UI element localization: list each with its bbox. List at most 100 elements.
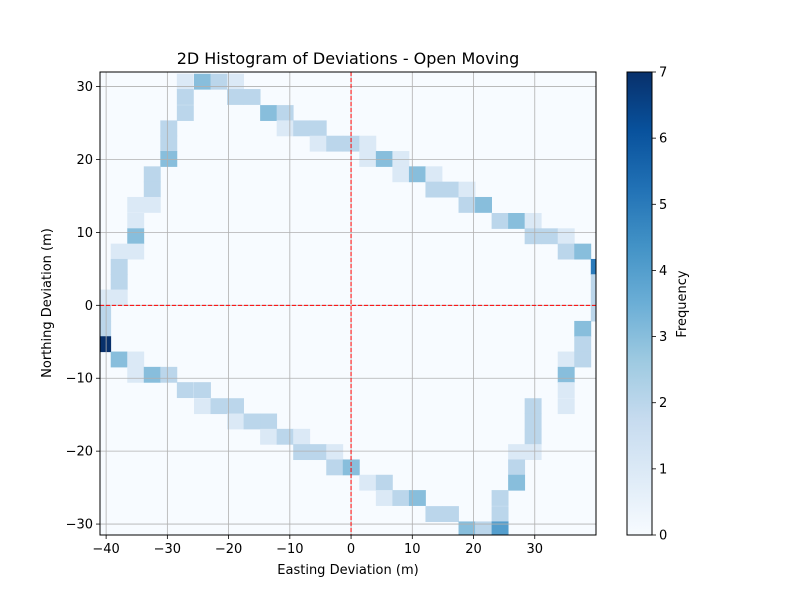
histogram-cell — [127, 366, 145, 383]
colorbar-tick-label: 3 — [659, 330, 667, 345]
histogram-cell — [590, 289, 596, 306]
histogram-cell — [194, 73, 211, 90]
histogram-cell — [475, 521, 492, 535]
histogram-cell — [176, 73, 194, 90]
x-axis-ticks: −40 −30 −20 −10 0 10 20 30 — [92, 535, 543, 557]
x-tick-label: −10 — [276, 542, 303, 557]
histogram-cell — [243, 89, 261, 105]
histogram-cell — [524, 428, 542, 445]
histogram-cell — [127, 351, 145, 368]
x-tick-label: −30 — [154, 542, 181, 557]
histogram-cell — [375, 490, 393, 506]
histogram-cell — [160, 135, 178, 152]
histogram-cell — [508, 444, 526, 461]
colorbar-ticks: 0 1 2 3 4 5 6 7 — [652, 66, 667, 544]
histogram-cell — [210, 73, 228, 90]
x-tick-label: 30 — [526, 542, 543, 557]
histogram-cell — [458, 181, 476, 198]
histogram-cell — [143, 196, 161, 213]
histogram-cell — [508, 474, 526, 491]
histogram-cell — [524, 213, 542, 229]
histogram-cell — [194, 382, 211, 399]
histogram-cell — [590, 258, 596, 275]
histogram-cell — [293, 428, 311, 445]
colorbar-tick-label: 1 — [659, 462, 667, 477]
histogram-cell — [160, 366, 178, 383]
histogram-cell — [508, 459, 526, 476]
x-tick-label: 10 — [404, 542, 421, 557]
histogram-cell — [293, 444, 311, 461]
histogram-cell — [276, 120, 294, 137]
x-axis-label: Easting Deviation (m) — [277, 563, 418, 578]
colorbar-tick-label: 0 — [659, 529, 667, 544]
histogram-cell — [110, 351, 128, 368]
histogram-cell — [375, 151, 393, 167]
histogram-cell — [260, 105, 278, 121]
histogram-cell — [143, 166, 161, 183]
y-tick-label: 20 — [76, 153, 93, 168]
histogram-cell — [176, 89, 194, 105]
x-tick-label: −20 — [215, 542, 242, 557]
histogram-cell — [309, 120, 327, 137]
histogram-cell — [359, 135, 377, 152]
histogram-cell — [557, 351, 575, 368]
histogram-cell — [110, 258, 128, 275]
histogram-cell — [375, 474, 393, 491]
colorbar-tick-label: 4 — [659, 264, 667, 279]
histogram-cell — [227, 398, 244, 415]
histogram-cell — [442, 506, 459, 522]
histogram-cell — [557, 366, 575, 383]
histogram-cell — [359, 151, 377, 167]
histogram-cell — [491, 521, 509, 535]
y-axis-ticks: −30 −20 −10 0 10 20 30 — [66, 80, 100, 533]
histogram-cell — [392, 490, 410, 506]
x-tick-label: 20 — [465, 542, 482, 557]
histogram-cell — [127, 213, 145, 229]
histogram-cell — [143, 181, 161, 198]
histogram-cell — [557, 398, 575, 415]
histogram-cell — [326, 459, 344, 476]
histogram-cell — [392, 151, 410, 167]
histogram-cell — [359, 474, 377, 491]
histogram-cell — [160, 120, 178, 137]
histogram-cell — [326, 135, 344, 152]
histogram-cell — [508, 213, 526, 229]
histogram-cell — [127, 228, 145, 245]
histogram-cell — [127, 196, 145, 213]
histogram-cell — [458, 521, 476, 535]
histogram-cell — [541, 228, 559, 245]
y-tick-label: 30 — [76, 80, 93, 95]
histogram-cell — [194, 398, 211, 415]
histogram-cell — [458, 196, 476, 213]
histogram-cell — [227, 89, 244, 105]
histogram-cell — [127, 243, 145, 260]
histogram-cell — [276, 428, 294, 445]
histogram-cell — [260, 428, 278, 445]
y-tick-label: 10 — [76, 226, 93, 241]
histogram-cell — [574, 351, 592, 368]
plot-area — [99, 71, 597, 536]
histogram-cell — [160, 151, 178, 167]
histogram-cell — [425, 166, 443, 183]
colorbar: 0 1 2 3 4 5 6 7 Frequency — [626, 66, 690, 544]
histogram-cell — [309, 135, 327, 152]
histogram-cell — [557, 382, 575, 399]
histogram-cell — [491, 490, 509, 506]
histogram-cell — [276, 105, 294, 121]
chart-title: 2D Histogram of Deviations - Open Moving — [177, 49, 520, 68]
histogram-cell — [557, 243, 575, 260]
colorbar-label: Frequency — [675, 270, 690, 337]
histogram-cell — [100, 305, 112, 322]
plot-frame — [99, 71, 597, 536]
histogram-cell — [574, 336, 592, 353]
histogram-cell — [326, 444, 344, 461]
y-tick-label: 0 — [85, 299, 93, 314]
colorbar-tick-label: 6 — [659, 132, 667, 147]
histogram-cell — [110, 243, 128, 260]
histogram-cell — [227, 413, 244, 430]
histogram-cell — [590, 274, 596, 291]
histogram-cell — [100, 320, 112, 337]
y-tick-label: −20 — [66, 445, 93, 460]
histogram-cell — [574, 243, 592, 260]
